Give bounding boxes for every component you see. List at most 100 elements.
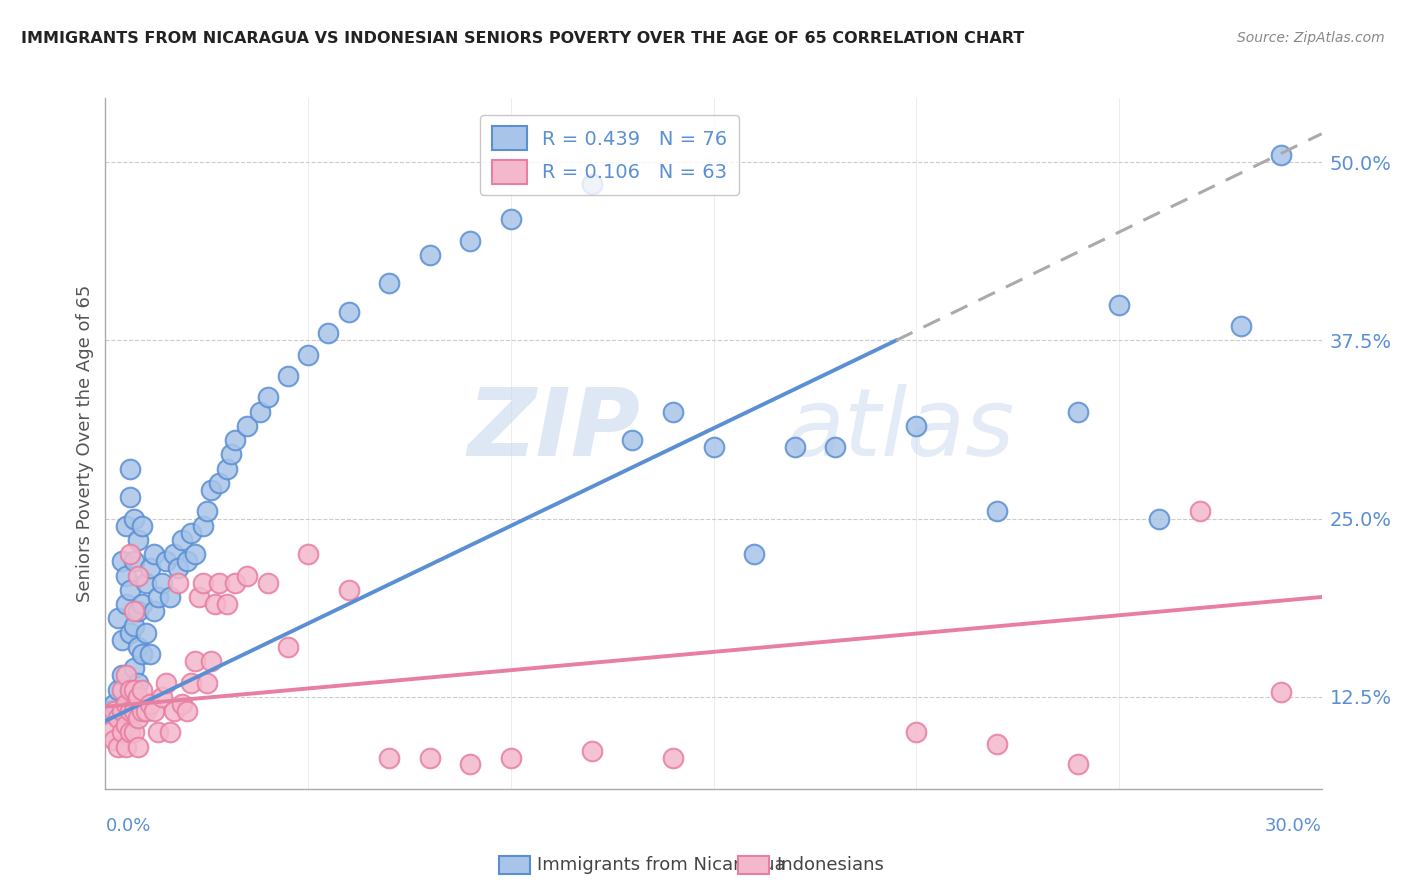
Point	[180, 675, 202, 690]
Point	[139, 561, 162, 575]
Point	[378, 277, 401, 291]
Point	[1108, 298, 1130, 312]
Point	[118, 682, 141, 697]
Point	[824, 440, 846, 454]
Text: ZIP: ZIP	[468, 384, 641, 476]
Point	[499, 212, 522, 227]
Point	[621, 434, 644, 448]
Point	[163, 704, 186, 718]
Point	[114, 568, 136, 582]
Point	[118, 625, 141, 640]
Point	[103, 732, 125, 747]
Point	[176, 704, 198, 718]
Point	[180, 525, 202, 540]
Point	[378, 751, 401, 765]
Point	[1067, 405, 1090, 419]
Point	[131, 682, 153, 697]
Point	[127, 739, 149, 754]
Point	[118, 547, 141, 561]
Point	[131, 597, 153, 611]
Point	[204, 597, 226, 611]
Point	[458, 234, 481, 248]
Point	[135, 704, 157, 718]
Point	[195, 675, 218, 690]
Point	[118, 725, 141, 739]
Point	[224, 434, 246, 448]
Point	[499, 751, 522, 765]
Point	[167, 575, 190, 590]
Point	[127, 640, 149, 654]
Text: atlas: atlas	[786, 384, 1015, 475]
Point	[662, 405, 685, 419]
Point	[702, 440, 725, 454]
Point	[163, 547, 186, 561]
Point	[150, 690, 173, 704]
Point	[98, 725, 121, 739]
Point	[122, 682, 145, 697]
Point	[783, 440, 806, 454]
Point	[176, 554, 198, 568]
Point	[114, 668, 136, 682]
Point	[277, 369, 299, 384]
Point	[277, 640, 299, 654]
Point	[986, 737, 1008, 751]
Point	[118, 461, 141, 475]
Point	[122, 604, 145, 618]
Point	[114, 518, 136, 533]
Point	[419, 248, 441, 262]
Point	[118, 704, 141, 718]
Point	[337, 305, 360, 319]
Point	[135, 575, 157, 590]
Point	[1270, 685, 1292, 699]
Point	[581, 744, 603, 758]
Point	[236, 568, 259, 582]
Point	[187, 590, 209, 604]
Point	[195, 504, 218, 518]
Point	[200, 654, 222, 668]
Point	[127, 604, 149, 618]
Point	[200, 483, 222, 497]
Point	[155, 554, 177, 568]
Point	[131, 518, 153, 533]
Point	[172, 697, 194, 711]
Point	[122, 618, 145, 632]
Point	[111, 668, 134, 682]
Point	[127, 675, 149, 690]
Point	[135, 625, 157, 640]
Point	[111, 554, 134, 568]
Point	[224, 575, 246, 590]
Point	[167, 561, 190, 575]
Point	[114, 718, 136, 732]
Point	[172, 533, 194, 547]
Point	[249, 405, 271, 419]
Legend: R = 0.439   N = 76, R = 0.106   N = 63: R = 0.439 N = 76, R = 0.106 N = 63	[479, 115, 740, 195]
Point	[458, 756, 481, 771]
Point	[107, 711, 129, 725]
Point	[114, 739, 136, 754]
Point	[107, 682, 129, 697]
Point	[159, 725, 181, 739]
Point	[114, 597, 136, 611]
Point	[208, 575, 231, 590]
Text: Immigrants from Nicaragua: Immigrants from Nicaragua	[537, 856, 786, 874]
Point	[419, 751, 441, 765]
Point	[217, 597, 239, 611]
Point	[150, 575, 173, 590]
Point	[127, 711, 149, 725]
Point	[297, 547, 319, 561]
Point	[155, 675, 177, 690]
Text: IMMIGRANTS FROM NICARAGUA VS INDONESIAN SENIORS POVERTY OVER THE AGE OF 65 CORRE: IMMIGRANTS FROM NICARAGUA VS INDONESIAN …	[21, 31, 1025, 46]
Point	[127, 568, 149, 582]
Point	[143, 704, 166, 718]
Point	[581, 177, 603, 191]
Point	[1189, 504, 1212, 518]
Point	[1149, 511, 1171, 525]
Point	[146, 590, 169, 604]
Point	[146, 725, 169, 739]
Point	[111, 682, 134, 697]
Point	[111, 725, 134, 739]
Point	[127, 533, 149, 547]
Text: Indonesians: Indonesians	[776, 856, 884, 874]
Point	[318, 326, 340, 341]
Point	[256, 391, 278, 405]
